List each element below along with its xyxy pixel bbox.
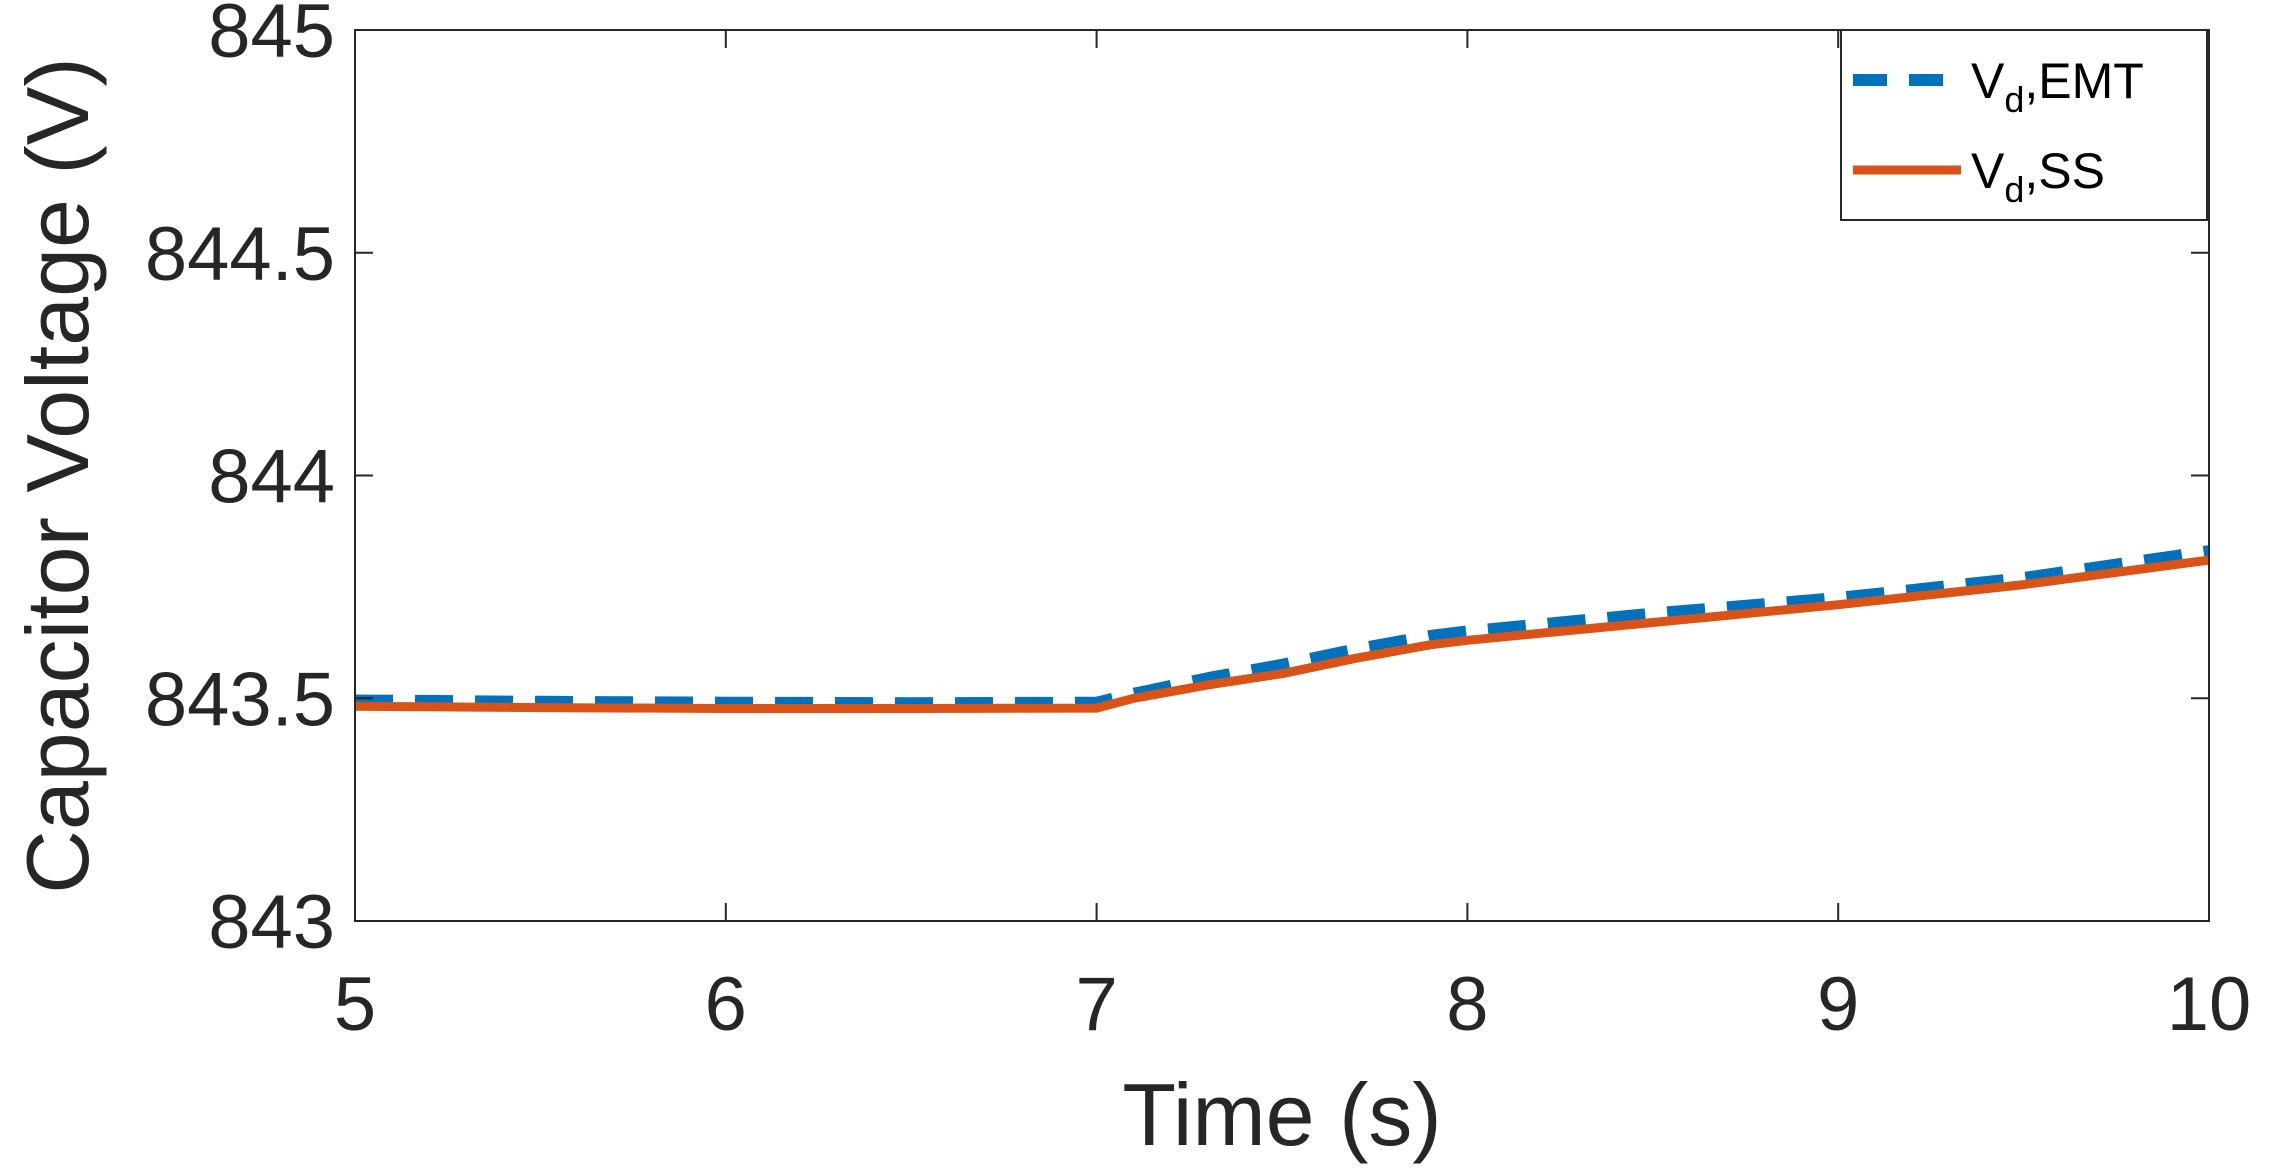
- x-tick-label: 8: [1446, 962, 1488, 1047]
- legend-label-main: V: [1971, 143, 2005, 199]
- y-tick-label: 843.5: [145, 657, 335, 742]
- legend-label-main: V: [1971, 53, 2005, 109]
- legend-box: [1840, 29, 2208, 221]
- series-line-ss: [355, 555, 2209, 713]
- legend-label-subscript: d: [2004, 169, 2024, 210]
- series-line-emt: [355, 545, 2209, 710]
- legend-label-suffix: ,EMT: [2024, 53, 2143, 109]
- y-tick-label: 845: [208, 0, 335, 74]
- legend-label-suffix: ,SS: [2024, 143, 2105, 199]
- x-tick-label: 10: [2167, 962, 2252, 1047]
- y-tick-label: 844.5: [145, 212, 335, 297]
- x-tick-label: 9: [1817, 962, 1859, 1047]
- y-tick-label: 843: [208, 880, 335, 965]
- legend-label: Vd,SS: [1971, 143, 2105, 210]
- legend-label-subscript: d: [2004, 79, 2024, 120]
- x-tick-label: 5: [334, 962, 376, 1047]
- series-layer: [355, 545, 2209, 713]
- x-tick-label: 6: [705, 962, 747, 1047]
- axes-layer: 5 6 7 8 9 10 843 843.5 844 844.5 845: [145, 0, 2251, 1047]
- legend-label: Vd,EMT: [1971, 53, 2144, 120]
- x-tick-label: 7: [1075, 962, 1117, 1047]
- x-axis-label: Time (s): [1122, 1065, 1441, 1164]
- y-axis-label: Capacitor Voltage (V): [8, 57, 107, 893]
- y-tick-label: 844: [208, 435, 335, 520]
